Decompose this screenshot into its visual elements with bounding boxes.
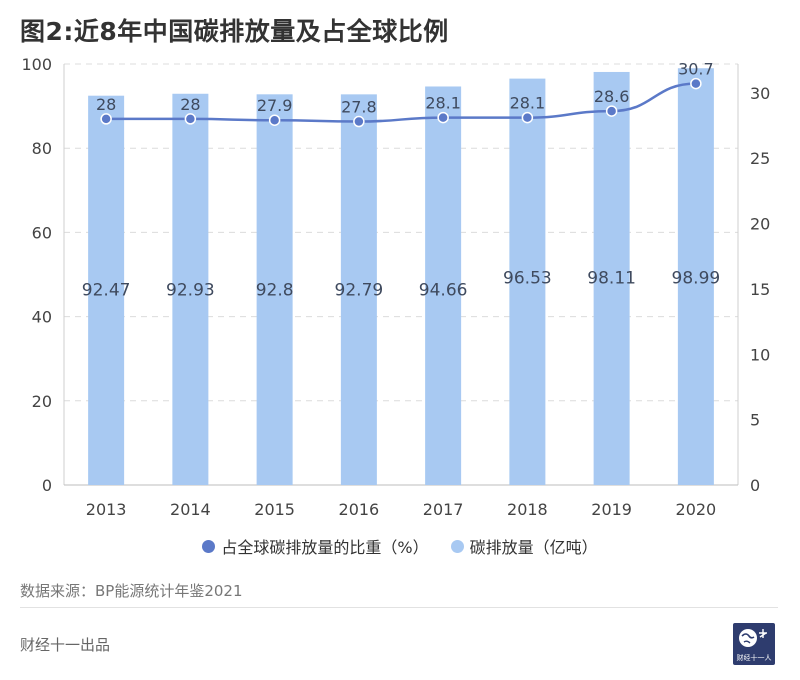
left-axis-tick: 100 [21, 55, 52, 74]
bar-value-label: 96.53 [503, 269, 552, 289]
bar-value-label: 92.47 [82, 281, 131, 301]
line-point [100, 113, 112, 125]
right-axis-tick: 20 [750, 215, 770, 234]
legend-label-share: 占全球碳排放量的比重（%） [221, 538, 429, 557]
bar-value-label: 94.66 [419, 281, 468, 301]
right-axis-tick: 10 [750, 345, 770, 364]
brand-logo: 财经十一人 [733, 623, 775, 665]
producer-credit: 财经十一出品 [20, 636, 111, 654]
line-value-label: 27.9 [257, 96, 293, 115]
line-value-label: 28.6 [594, 87, 630, 106]
bar [593, 71, 630, 485]
line-point [184, 113, 197, 125]
line-point [690, 77, 702, 90]
legend-dot-line-icon [202, 539, 216, 553]
right-axis-tick: 25 [750, 149, 770, 168]
bar [425, 86, 462, 486]
bar-value-label: 98.11 [587, 269, 636, 289]
logo-text: 财经十一人 [736, 654, 772, 662]
x-axis-tick: 2016 [339, 500, 380, 519]
left-axis-tick: 40 [32, 308, 52, 327]
line-value-label: 28 [180, 95, 200, 114]
right-axis-tick: 30 [750, 84, 770, 103]
right-axis-tick: 5 [750, 411, 760, 430]
bar [256, 94, 293, 485]
line-point [268, 114, 281, 126]
line-point [605, 105, 618, 117]
chart: 0 20 40 60 80 100 0 5 10 15 20 25 30 2013 2014 2015 2016… [21, 55, 770, 519]
bar [677, 68, 714, 485]
right-axis-tick: 0 [750, 476, 760, 495]
divider [20, 607, 778, 608]
line-point [437, 111, 449, 124]
x-axis-tick: 2015 [254, 500, 295, 519]
bar [172, 93, 209, 485]
bar-value-label: 92.8 [256, 281, 294, 301]
bar [88, 95, 125, 486]
bar-value-label: 98.99 [672, 269, 721, 289]
x-axis-tick: 2020 [676, 500, 717, 519]
bar [340, 94, 377, 486]
line-value-label: 28 [96, 95, 116, 114]
bar [509, 78, 546, 485]
legend-item-share[interactable]: 占全球碳排放量的比重（%） [202, 534, 429, 558]
line-point [353, 115, 365, 128]
line-value-label: 28.1 [425, 94, 461, 113]
legend-dot-bar-icon [450, 539, 464, 553]
legend-item-emissions[interactable]: 碳排放量（亿吨） [450, 534, 598, 558]
chart-title: 图2:近8年中国碳排放量及占全球比例 [20, 17, 449, 46]
globe-logo-icon [739, 629, 767, 647]
x-axis-tick: 2018 [507, 500, 548, 519]
x-axis-tick: 2014 [170, 500, 211, 519]
legend: 占全球碳排放量的比重（%） 碳排放量（亿吨） [0, 534, 800, 558]
x-axis-tick: 2017 [423, 500, 464, 519]
right-axis-tick: 15 [750, 280, 770, 299]
line-value-label: 27.8 [341, 98, 377, 117]
left-axis-tick: 80 [32, 139, 52, 158]
x-axis-tick: 2019 [591, 500, 632, 519]
x-axis-tick: 2013 [86, 500, 127, 519]
line-value-label: 28.1 [510, 94, 546, 113]
left-axis-tick: 60 [32, 223, 52, 242]
left-axis-tick: 20 [32, 392, 52, 411]
line-point [521, 111, 534, 124]
line-value-label: 30.7 [678, 60, 714, 79]
bar-value-label: 92.79 [335, 281, 384, 301]
left-axis-tick: 0 [42, 476, 52, 495]
data-source: 数据来源：BP能源统计年鉴2021 [20, 582, 243, 600]
legend-label-emissions: 碳排放量（亿吨） [469, 538, 598, 557]
bar-value-label: 92.93 [166, 281, 215, 301]
